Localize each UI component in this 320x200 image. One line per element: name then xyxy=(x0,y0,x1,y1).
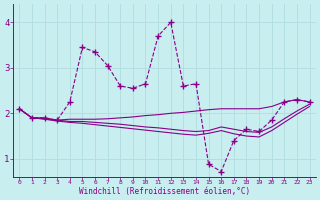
X-axis label: Windchill (Refroidissement éolien,°C): Windchill (Refroidissement éolien,°C) xyxy=(79,187,250,196)
